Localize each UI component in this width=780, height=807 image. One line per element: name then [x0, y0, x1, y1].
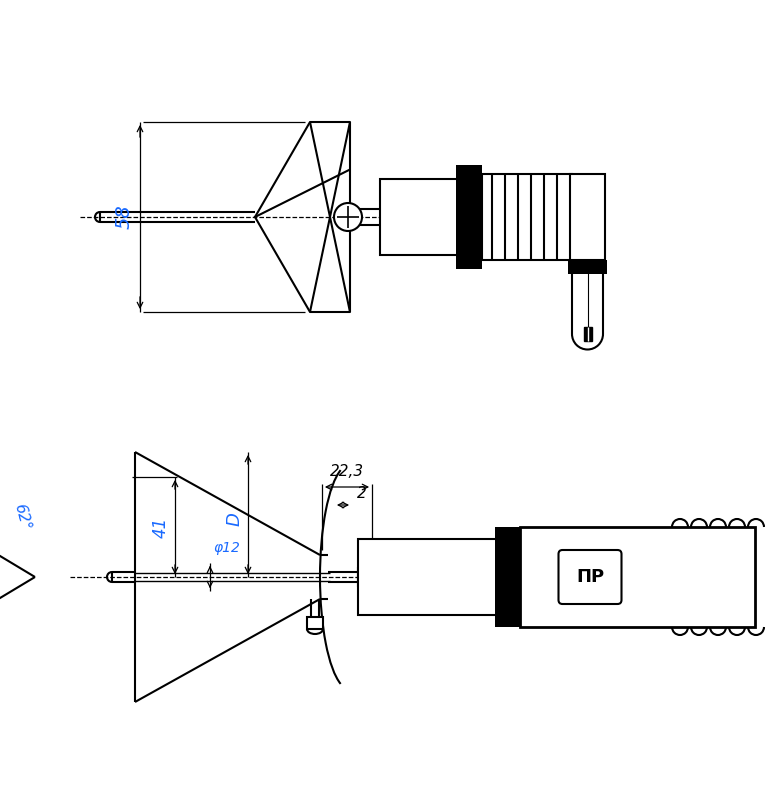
Text: 62°: 62° [11, 502, 33, 532]
Text: ПР: ПР [576, 568, 604, 586]
Bar [583, 327, 591, 341]
Bar [482, 174, 572, 260]
Bar [570, 174, 605, 260]
Bar [583, 327, 591, 341]
Bar [358, 539, 500, 615]
FancyBboxPatch shape [558, 550, 622, 604]
Circle shape [334, 203, 362, 231]
Text: D: D [226, 512, 244, 526]
Bar [307, 617, 323, 629]
Text: φ12: φ12 [213, 541, 240, 555]
Bar [568, 260, 607, 274]
Bar [520, 527, 755, 627]
Bar [495, 527, 520, 627]
Text: 41: 41 [152, 516, 170, 537]
Bar [380, 179, 462, 255]
Text: 58: 58 [115, 205, 133, 229]
Bar [456, 165, 482, 269]
Text: 2: 2 [357, 486, 367, 501]
Text: 22,3: 22,3 [330, 464, 364, 479]
